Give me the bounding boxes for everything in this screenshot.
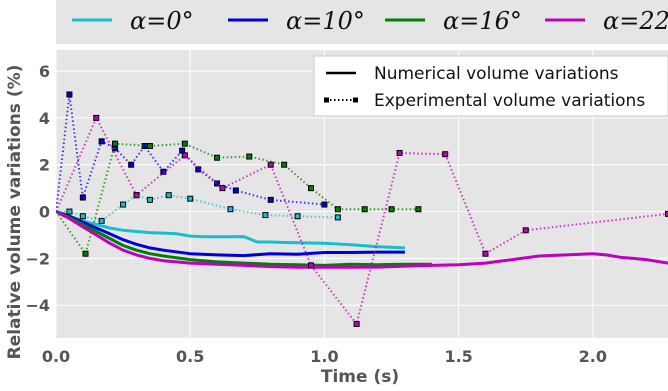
color-legend: α=0° α=10° α=16° α=22° — [72, 7, 668, 35]
y-tick-label: −4 — [25, 296, 50, 315]
numerical-line-a0 — [56, 210, 405, 250]
experimental-point-a10 — [128, 161, 135, 168]
x-tick-label: 1.5 — [444, 347, 472, 366]
experimental-point-a22 — [267, 161, 274, 168]
experimental-point-a22 — [353, 320, 360, 327]
numerical-line-a22 — [56, 210, 668, 269]
x-tick-labels: 0.0 0.5 1.0 1.5 2.0 — [42, 347, 607, 366]
x-tick-label: 2.0 — [579, 347, 607, 366]
x-axis-label: Time (s) — [321, 367, 399, 387]
experimental-point-a22 — [308, 262, 314, 269]
experimental-point-a0 — [187, 195, 194, 202]
color-legend-label: α=10° — [286, 7, 365, 35]
experimental-point-a16 — [112, 140, 119, 147]
x-tick-label: 0.5 — [176, 347, 204, 366]
experimental-point-a10 — [214, 180, 221, 187]
y-tick-label: 2 — [39, 156, 50, 175]
experimental-point-a10 — [267, 196, 274, 203]
experimental-point-a16 — [334, 206, 341, 213]
color-legend-label: α=22° — [603, 7, 668, 35]
experimental-point-a16 — [361, 206, 368, 213]
experimental-point-a22 — [482, 250, 489, 257]
color-legend-label: α=0° — [130, 7, 194, 35]
experimental-point-a16 — [281, 161, 288, 168]
color-legend-box — [56, 0, 668, 44]
experimental-point-a0 — [66, 208, 73, 215]
experimental-point-a0 — [262, 212, 269, 219]
experimental-point-a0 — [165, 192, 172, 199]
experimental-point-a0 — [146, 196, 153, 203]
numerical-line-a16 — [56, 210, 432, 267]
experimental-point-a10 — [98, 138, 105, 145]
experimental-point-a22 — [219, 185, 226, 192]
experimental-point-a22 — [181, 152, 188, 159]
experimental-point-a16 — [146, 143, 153, 149]
y-tick-labels: −4 −2 0 2 4 6 — [25, 62, 50, 315]
experimental-point-a22 — [522, 227, 529, 234]
experimental-point-a22 — [442, 151, 449, 158]
experimental-point-a0 — [294, 213, 301, 220]
y-tick-label: 4 — [39, 109, 50, 128]
numerical-line-a10 — [56, 210, 405, 258]
x-tick-label: 0.0 — [42, 347, 70, 366]
experimental-lines — [56, 91, 668, 327]
experimental-point-a16 — [246, 153, 253, 160]
style-legend-box — [313, 55, 668, 117]
style-legend-label: Experimental volume variations — [374, 91, 645, 111]
y-tick-label: 6 — [39, 62, 50, 81]
experimental-point-a22 — [93, 114, 100, 121]
dotted-marker-swatch — [324, 97, 329, 103]
experimental-point-a16 — [181, 140, 188, 147]
experimental-point-a10 — [66, 91, 73, 98]
experimental-point-a16 — [308, 185, 314, 192]
color-legend-label: α=16° — [443, 7, 522, 35]
numerical-lines — [56, 210, 668, 269]
y-tick-label: −2 — [25, 249, 50, 268]
experimental-point-a22 — [133, 192, 140, 199]
experimental-point-a22 — [396, 150, 403, 157]
style-legend-label: Numerical volume variations — [374, 64, 619, 84]
y-tick-label: 0 — [39, 203, 50, 222]
experimental-point-a10 — [321, 201, 328, 208]
style-legend: Numerical volume variations Experimental … — [313, 55, 668, 117]
experimental-point-a16 — [415, 206, 422, 213]
dotted-marker-swatch — [353, 97, 358, 103]
experimental-point-a10 — [160, 168, 167, 175]
experimental-point-a10 — [79, 194, 86, 201]
experimental-point-a16 — [388, 206, 395, 213]
experimental-point-a0 — [334, 214, 341, 221]
experimental-point-a0 — [120, 201, 127, 208]
experimental-point-a16 — [82, 250, 89, 257]
experimental-point-a10 — [232, 187, 239, 194]
x-tick-label: 1.0 — [310, 347, 338, 366]
experimental-point-a16 — [214, 154, 221, 161]
y-axis-label: Relative volume variations (%) — [5, 65, 25, 360]
experimental-point-a0 — [227, 206, 234, 213]
experimental-point-a0 — [79, 213, 86, 220]
experimental-point-a22 — [665, 210, 668, 217]
experimental-point-a0 — [98, 217, 105, 224]
